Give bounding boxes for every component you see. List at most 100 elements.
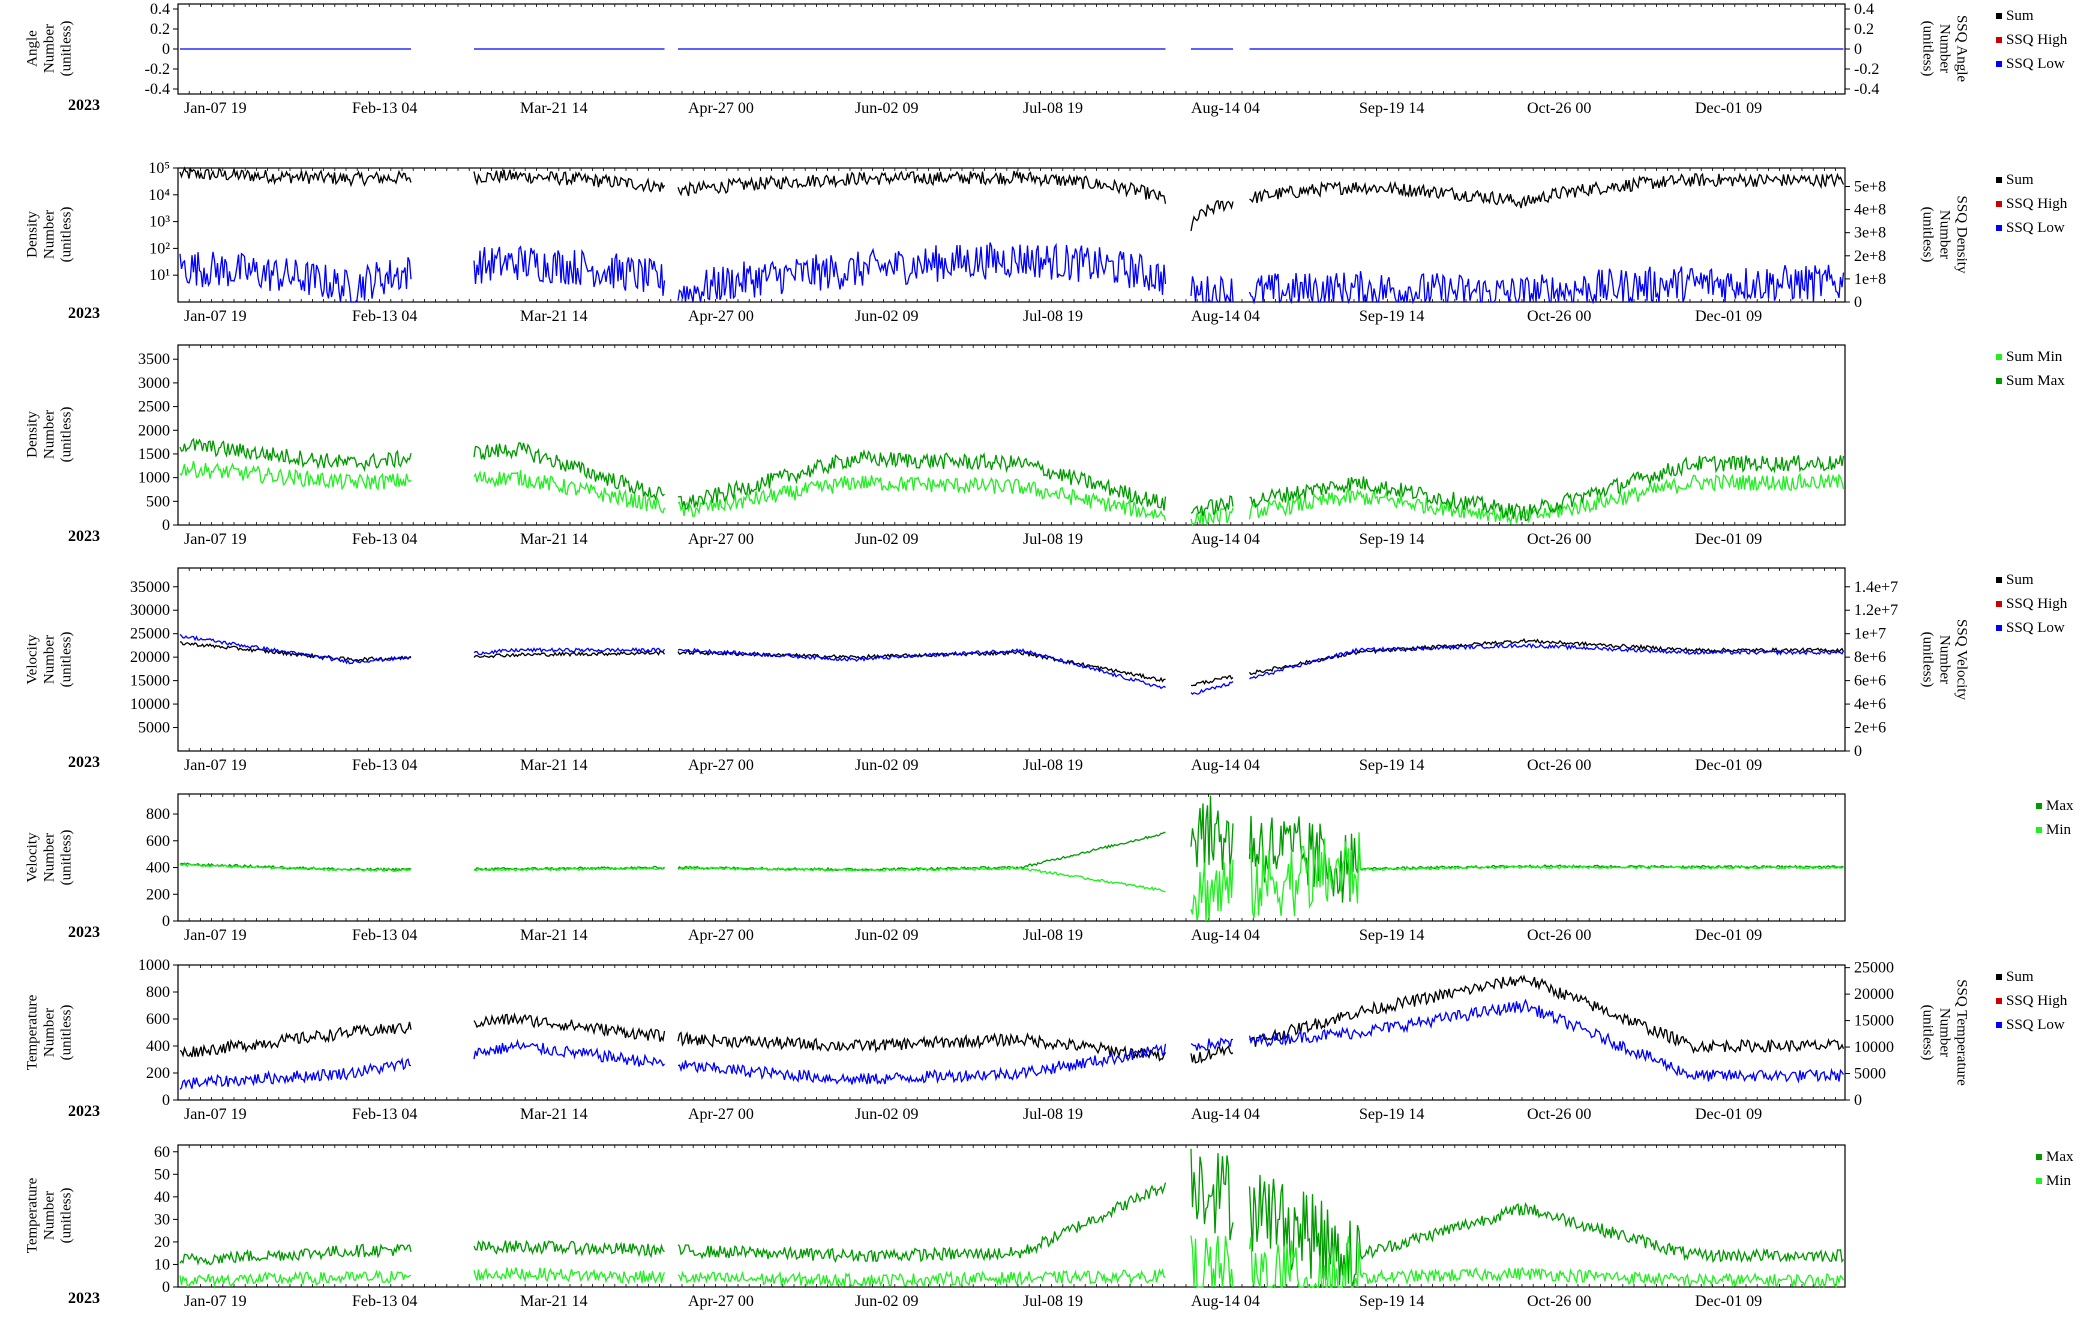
y-axis-label-line: Number <box>41 832 58 882</box>
legend-item-ssq-low[interactable]: SSQ Low <box>1996 216 2067 240</box>
y-axis-label-line: Number <box>41 1007 58 1057</box>
y-axis-label-line: (unitless) <box>58 631 75 687</box>
legend-item-ssq-low[interactable]: SSQ Low <box>1996 616 2067 640</box>
right-y-tick-label: 3e+8 <box>1854 225 1886 242</box>
y-axis-label-line: (unitless) <box>58 1004 75 1060</box>
y-tick-label: 500 <box>146 493 170 510</box>
legend-item-sum-max[interactable]: Sum Max <box>1996 369 2065 393</box>
legend: Sum SSQ High SSQ Low <box>1996 568 2067 640</box>
legend-item-ssq-high[interactable]: SSQ High <box>1996 28 2067 52</box>
x-tick-label: Jun-02 09 <box>855 1293 919 1310</box>
x-tick-label: Jul-08 19 <box>1023 100 1083 117</box>
x-tick-label: Jul-08 19 <box>1023 531 1083 548</box>
legend-item-max[interactable]: Max <box>2036 1145 2074 1169</box>
plot-temperature-ssq: 1000 800 600 400 200 0 25000 20000 15000 10000 500… <box>138 957 1894 1123</box>
right-y-axis-label-line: Number <box>1936 634 1953 684</box>
x-tick-label: Mar-21 14 <box>520 531 588 548</box>
right-y-tick-label: 0 <box>1854 41 1862 58</box>
year-label: 2023 <box>68 924 100 941</box>
y-tick-label: 10 <box>154 1256 170 1273</box>
panel-velocity-ssq: 35000 30000 25000 20000 15000 10000 5000 1.4e+7… <box>0 567 2087 787</box>
legend-item-ssq-high[interactable]: SSQ High <box>1996 192 2067 216</box>
right-y-tick-label: 0 <box>1854 1092 1862 1109</box>
legend-label: Max <box>2046 797 2074 814</box>
y-tick-label: 2000 <box>138 422 170 439</box>
legend-swatch <box>1996 378 2002 384</box>
y-axis-label-line: (unitless) <box>58 406 75 463</box>
y-tick-label: 20 <box>154 1234 170 1251</box>
series-sum <box>179 166 1845 232</box>
x-tick-label: Apr-27 00 <box>688 1293 754 1310</box>
series-min <box>179 1235 1845 1289</box>
plot-frame <box>177 1144 1846 1288</box>
right-y-tick-label: 0 <box>1854 294 1862 311</box>
y-tick-label: 400 <box>146 1038 170 1055</box>
right-y-tick-label: 15000 <box>1854 1013 1894 1030</box>
x-tick-label: Apr-27 00 <box>688 531 754 548</box>
x-tick-label: Jun-02 09 <box>855 927 919 944</box>
y-tick-label: 50 <box>154 1166 170 1183</box>
x-tick-label: Oct-26 00 <box>1527 927 1591 944</box>
legend-item-ssq-low[interactable]: SSQ Low <box>1996 52 2067 76</box>
x-tick-label: Aug-14 04 <box>1191 100 1260 117</box>
y-axis-label-line: Velocity <box>24 634 41 684</box>
y-axis-label-line: Number <box>41 409 58 460</box>
legend-item-sum[interactable]: Sum <box>1996 965 2067 989</box>
y-tick-label: 10⁴ <box>148 187 170 204</box>
right-y-axis-label-line: (unitless) <box>1919 206 1936 263</box>
plot-frame <box>177 964 1846 1101</box>
x-tick-label: Aug-14 04 <box>1191 308 1260 325</box>
y-tick-label: 0.2 <box>150 21 170 38</box>
x-tick-label: Dec-01 09 <box>1695 531 1762 548</box>
x-tick-label: Jun-02 09 <box>855 757 919 774</box>
right-y-axis-label-line: SSQ Angle <box>1953 14 1970 83</box>
legend-item-sum[interactable]: Sum <box>1996 568 2067 592</box>
series-ssq-low <box>179 242 1845 305</box>
legend-item-sum-min[interactable]: Sum Min <box>1996 345 2065 369</box>
y-tick-label: -0.4 <box>145 81 170 98</box>
x-tick-label: Feb-13 04 <box>352 308 417 325</box>
legend-item-ssq-high[interactable]: SSQ High <box>1996 592 2067 616</box>
x-tick-label: Jul-08 19 <box>1023 927 1083 944</box>
legend-item-sum[interactable]: Sum <box>1996 168 2067 192</box>
y-tick-label: 30000 <box>130 602 170 619</box>
legend-item-max[interactable]: Max <box>2036 794 2074 818</box>
legend-item-ssq-low[interactable]: SSQ Low <box>1996 1013 2067 1037</box>
year-label: 2023 <box>68 528 100 545</box>
y-axis-label-line: (unitless) <box>58 829 75 885</box>
x-tick-label: Feb-13 04 <box>352 1106 417 1123</box>
legend-swatch <box>2036 1178 2042 1184</box>
x-tick-label: Sep-19 14 <box>1359 531 1424 548</box>
x-tick-label: Sep-19 14 <box>1359 927 1424 944</box>
x-tick-label: Jul-08 19 <box>1023 1293 1083 1310</box>
legend-item-sum[interactable]: Sum <box>1996 4 2067 28</box>
y-axis-label: Velocity Number (unitless) <box>25 787 76 927</box>
legend-swatch <box>1996 201 2002 207</box>
x-tick-label: Mar-21 14 <box>520 1293 588 1310</box>
right-y-tick-label: 8e+6 <box>1854 649 1886 666</box>
year-label: 2023 <box>68 754 100 771</box>
y-tick-label: 1500 <box>138 446 170 463</box>
legend: Max Min <box>2036 1145 2074 1193</box>
x-tick-label: Dec-01 09 <box>1695 1106 1762 1123</box>
legend-label: SSQ Low <box>2006 1016 2065 1033</box>
legend-swatch <box>2036 827 2042 833</box>
right-y-tick-label: 0 <box>1854 743 1862 760</box>
right-y-axis-label-line: (unitless) <box>1919 20 1936 77</box>
legend-item-min[interactable]: Min <box>2036 818 2074 842</box>
y-tick-label: 40 <box>154 1189 170 1206</box>
legend-label: SSQ High <box>2006 195 2068 212</box>
year-label: 2023 <box>68 97 100 114</box>
y-tick-label: 5000 <box>138 720 170 737</box>
legend-item-ssq-high[interactable]: SSQ High <box>1996 989 2067 1013</box>
legend-label: Max <box>2046 1148 2074 1165</box>
legend-swatch <box>2036 1154 2042 1160</box>
y-tick-label: 0 <box>162 517 170 534</box>
x-tick-label: Jun-02 09 <box>855 531 919 548</box>
x-tick-label: Jan-07 19 <box>184 927 247 944</box>
year-label: 2023 <box>68 1103 100 1120</box>
panel-angle: 0.4 0.2 0 -0.2 -0.4 0.4 0.2 0 -0.2 -0.4 Jan-07 19 F… <box>0 1 2087 130</box>
legend-item-min[interactable]: Min <box>2036 1169 2074 1193</box>
y-axis-label-line: (unitless) <box>58 1187 75 1244</box>
y-tick-label: 10² <box>149 240 170 257</box>
